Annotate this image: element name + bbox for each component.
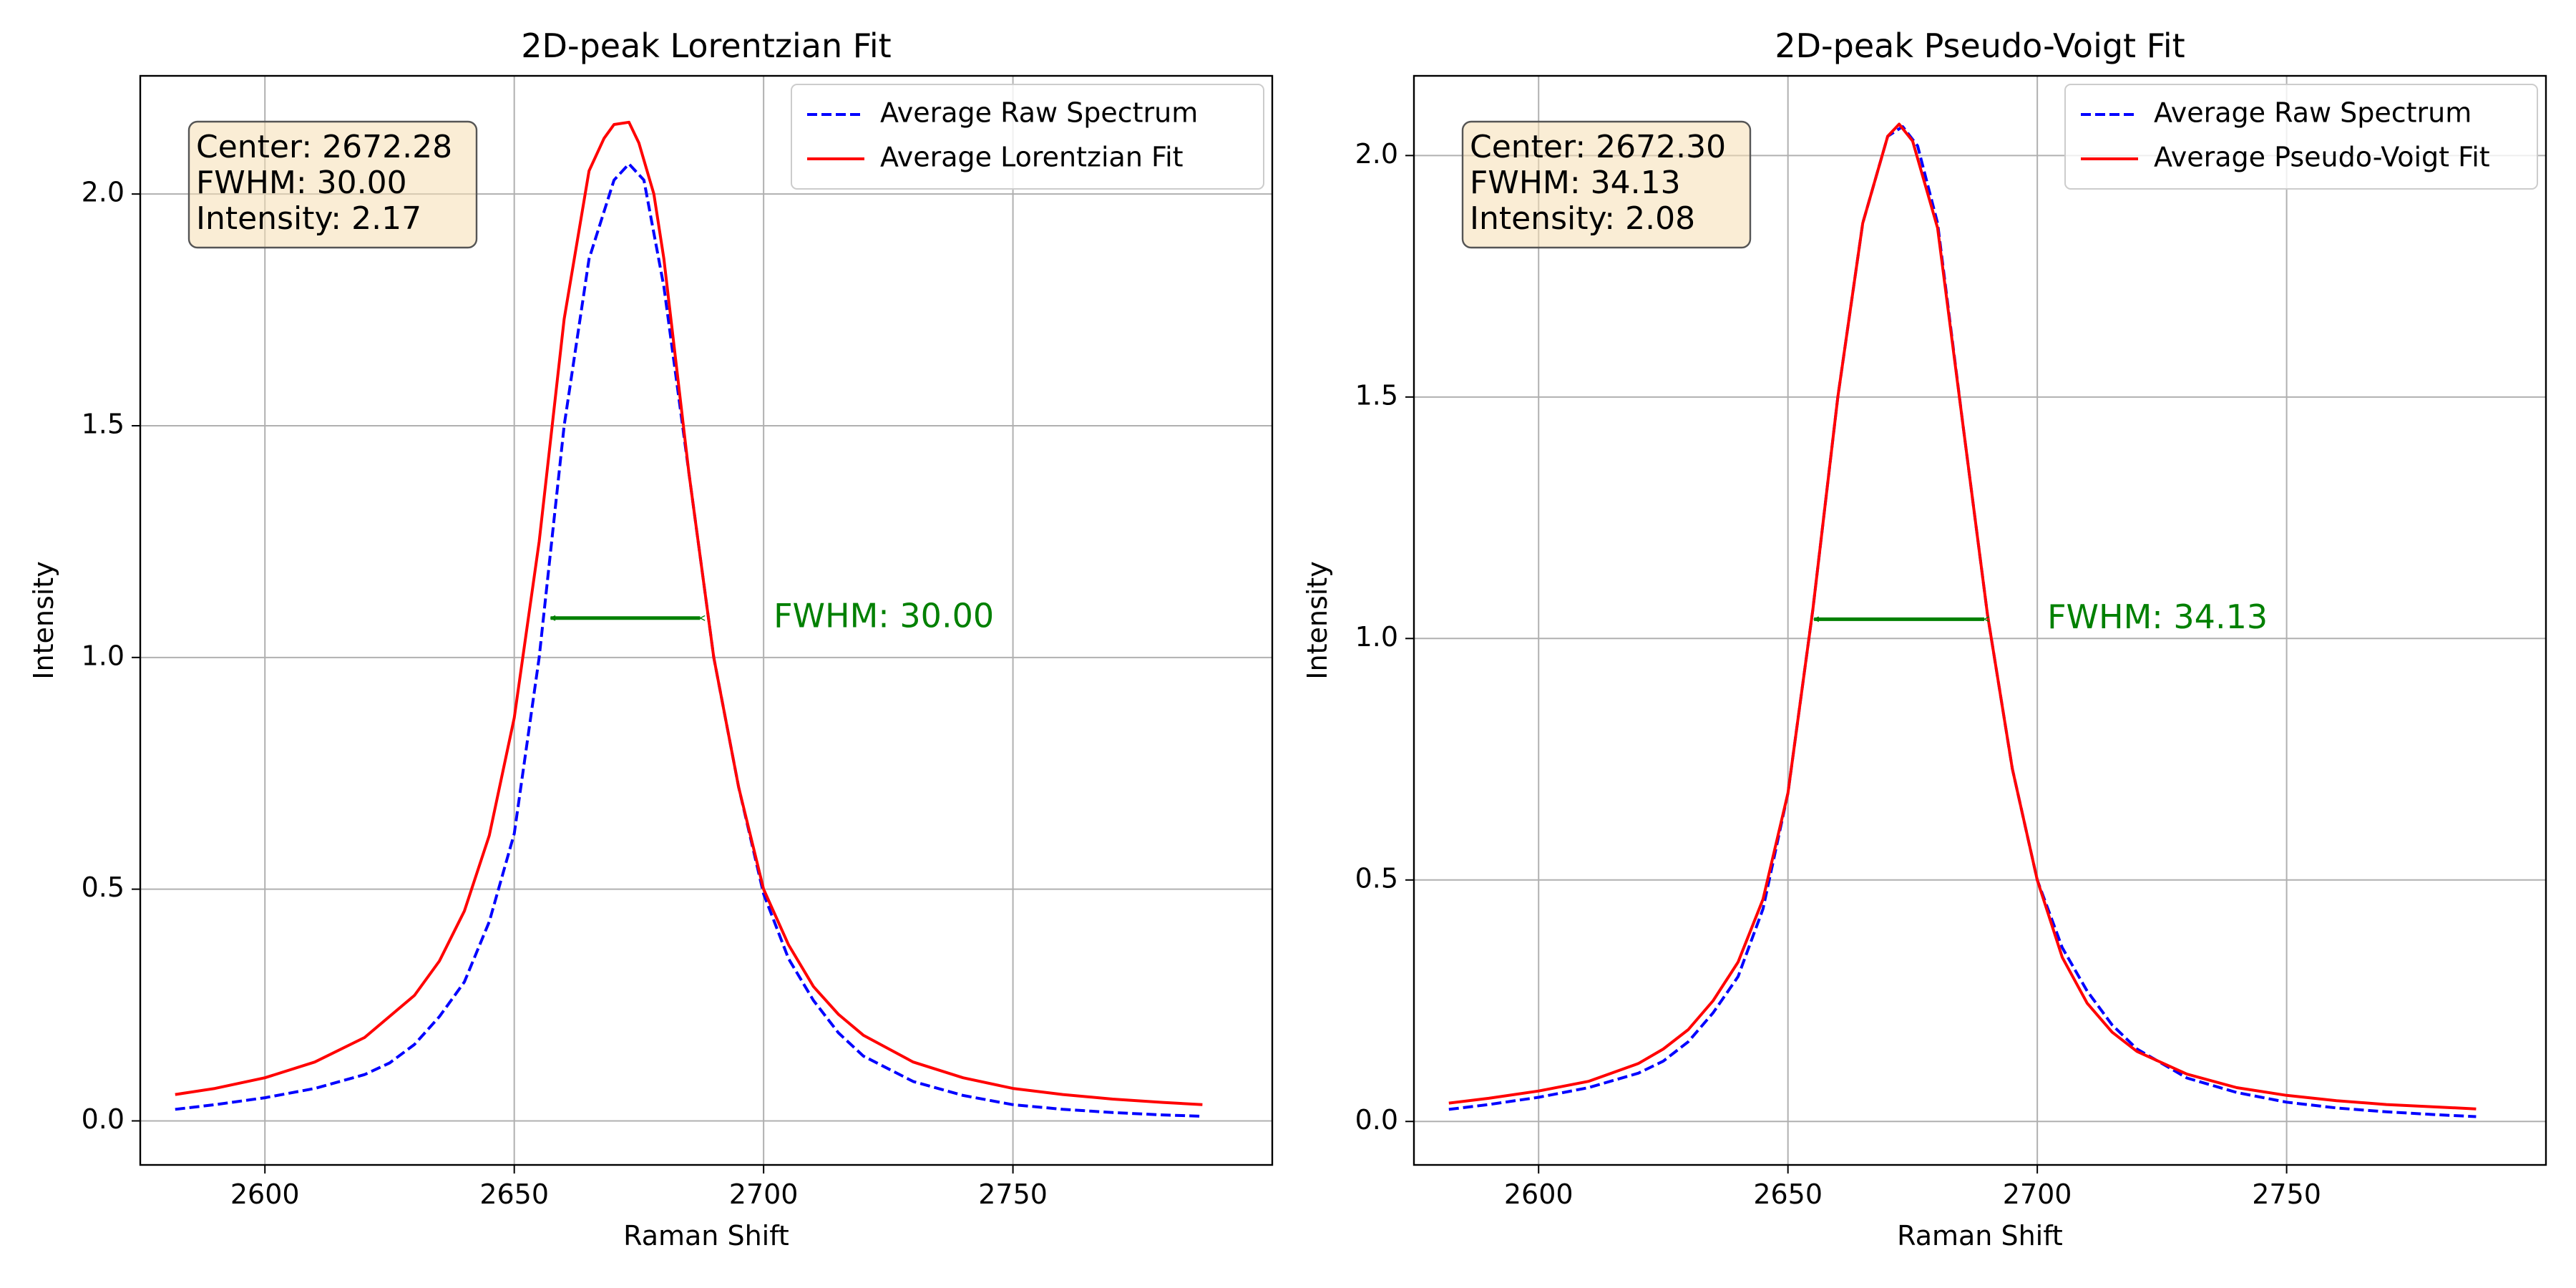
pseudo-voigt-x-tick-label-1: 2650	[1753, 1179, 1823, 1210]
pseudo-voigt-legend-label-raw: Average Raw Spectrum	[2154, 97, 2472, 129]
lorentzian-x-axis-label: Raman Shift	[623, 1220, 789, 1252]
pseudo-voigt-info-box: Center: 2672.30 FWHM: 34.13 Intensity: 2…	[1461, 120, 1752, 249]
pseudo-voigt-fwhm-annotation: FWHM: 34.13	[1814, 597, 2268, 636]
pseudo-voigt-fwhm-label: FWHM: 34.13	[2047, 597, 2268, 636]
lorentzian-y-tick-label-0: 0.0	[82, 1103, 125, 1135]
pseudo-voigt-info-intensity: Intensity: 2.08	[1470, 200, 1695, 237]
pseudo-voigt-y-tick-label-1: 0.5	[1355, 862, 1398, 894]
pseudo-voigt-x-ticks: 2600 2650 2700 2750	[1504, 1165, 2321, 1210]
lorentzian-legend-label-raw: Average Raw Spectrum	[880, 97, 1198, 129]
pseudo-voigt-series	[1448, 122, 2477, 1118]
lorentzian-y-tick-label-1: 0.5	[82, 872, 125, 903]
lorentzian-info-box-bg	[187, 120, 478, 249]
pseudo-voigt-x-tick-label-0: 2600	[1504, 1179, 1574, 1210]
lorentzian-fwhm-annotation: FWHM: 30.00	[550, 596, 994, 635]
pseudo-voigt-y-ticks: 0.0 0.5 1.0 1.5 2.0	[1355, 138, 1414, 1136]
pseudo-voigt-axes-frame	[1413, 74, 2547, 1166]
lorentzian-chart-title: 2D-peak Lorentzian Fit	[521, 26, 891, 65]
lorentzian-axes-frame	[139, 74, 1274, 1166]
pseudo-voigt-y-tick-label-3: 1.5	[1355, 379, 1398, 411]
pseudo-voigt-legend: Average Raw Spectrum Average Pseudo-Voig…	[2064, 84, 2538, 190]
lorentzian-y-tick-label-3: 1.5	[82, 408, 125, 439]
pseudo-voigt-x-tick-label-3: 2750	[2252, 1179, 2321, 1210]
lorentzian-legend-bg	[791, 84, 1264, 190]
lorentzian-info-fwhm: FWHM: 30.00	[196, 165, 407, 201]
pseudo-voigt-legend-bg	[2064, 84, 2538, 190]
lorentzian-series-fit-line	[175, 120, 1203, 1106]
pseudo-voigt-x-axis-label: Raman Shift	[1897, 1220, 2063, 1252]
pseudo-voigt-panel: 2600 2650 2700 2750 0.0 0.5 1.0 1.5 2.0 2D-peak…	[1302, 26, 2547, 1252]
pseudo-voigt-y-axis-label: Intensity	[1302, 561, 1333, 679]
lorentzian-y-axis-label: Intensity	[28, 561, 59, 679]
lorentzian-legend: Average Raw Spectrum Average Lorentzian …	[791, 84, 1264, 190]
pseudo-voigt-series-fit-line	[1448, 122, 2477, 1111]
lorentzian-x-tick-label-2: 2700	[729, 1179, 799, 1210]
pseudo-voigt-grid	[1414, 76, 2546, 1165]
lorentzian-y-tick-label-2: 1.0	[82, 640, 125, 671]
lorentzian-panel: 2600 2650 2700 2750 0.0 0.5 1.0 1.5 2.0 2D-peak…	[28, 26, 1274, 1252]
lorentzian-x-tick-label-1: 2650	[479, 1179, 549, 1210]
pseudo-voigt-y-tick-label-2: 1.0	[1355, 621, 1398, 653]
lorentzian-y-tick-label-4: 2.0	[82, 177, 125, 208]
pseudo-voigt-x-tick-label-2: 2700	[2003, 1179, 2072, 1210]
lorentzian-info-center: Center: 2672.28	[196, 129, 452, 165]
pseudo-voigt-chart-title: 2D-peak Pseudo-Voigt Fit	[1775, 26, 2185, 65]
lorentzian-fwhm-label: FWHM: 30.00	[774, 596, 994, 635]
pseudo-voigt-info-center: Center: 2672.30	[1470, 129, 1726, 165]
pseudo-voigt-legend-label-fit: Average Pseudo-Voigt Fit	[2154, 142, 2490, 173]
lorentzian-x-ticks: 2600 2650 2700 2750	[230, 1165, 1048, 1210]
pseudo-voigt-y-tick-label-4: 2.0	[1355, 138, 1398, 170]
pseudo-voigt-y-tick-label-0: 0.0	[1355, 1104, 1398, 1136]
pseudo-voigt-info-fwhm: FWHM: 34.13	[1470, 165, 1681, 201]
lorentzian-info-box: Center: 2672.28 FWHM: 30.00 Intensity: 2…	[187, 120, 478, 249]
lorentzian-series-raw-line	[175, 162, 1203, 1118]
lorentzian-info-intensity: Intensity: 2.17	[196, 200, 421, 237]
pseudo-voigt-info-box-bg	[1461, 120, 1752, 249]
lorentzian-x-tick-label-0: 2600	[230, 1179, 300, 1210]
lorentzian-legend-label-fit: Average Lorentzian Fit	[880, 142, 1184, 173]
lorentzian-x-tick-label-3: 2750	[978, 1179, 1048, 1210]
lorentzian-y-ticks: 0.0 0.5 1.0 1.5 2.0	[82, 177, 140, 1135]
lorentzian-series	[175, 120, 1203, 1118]
